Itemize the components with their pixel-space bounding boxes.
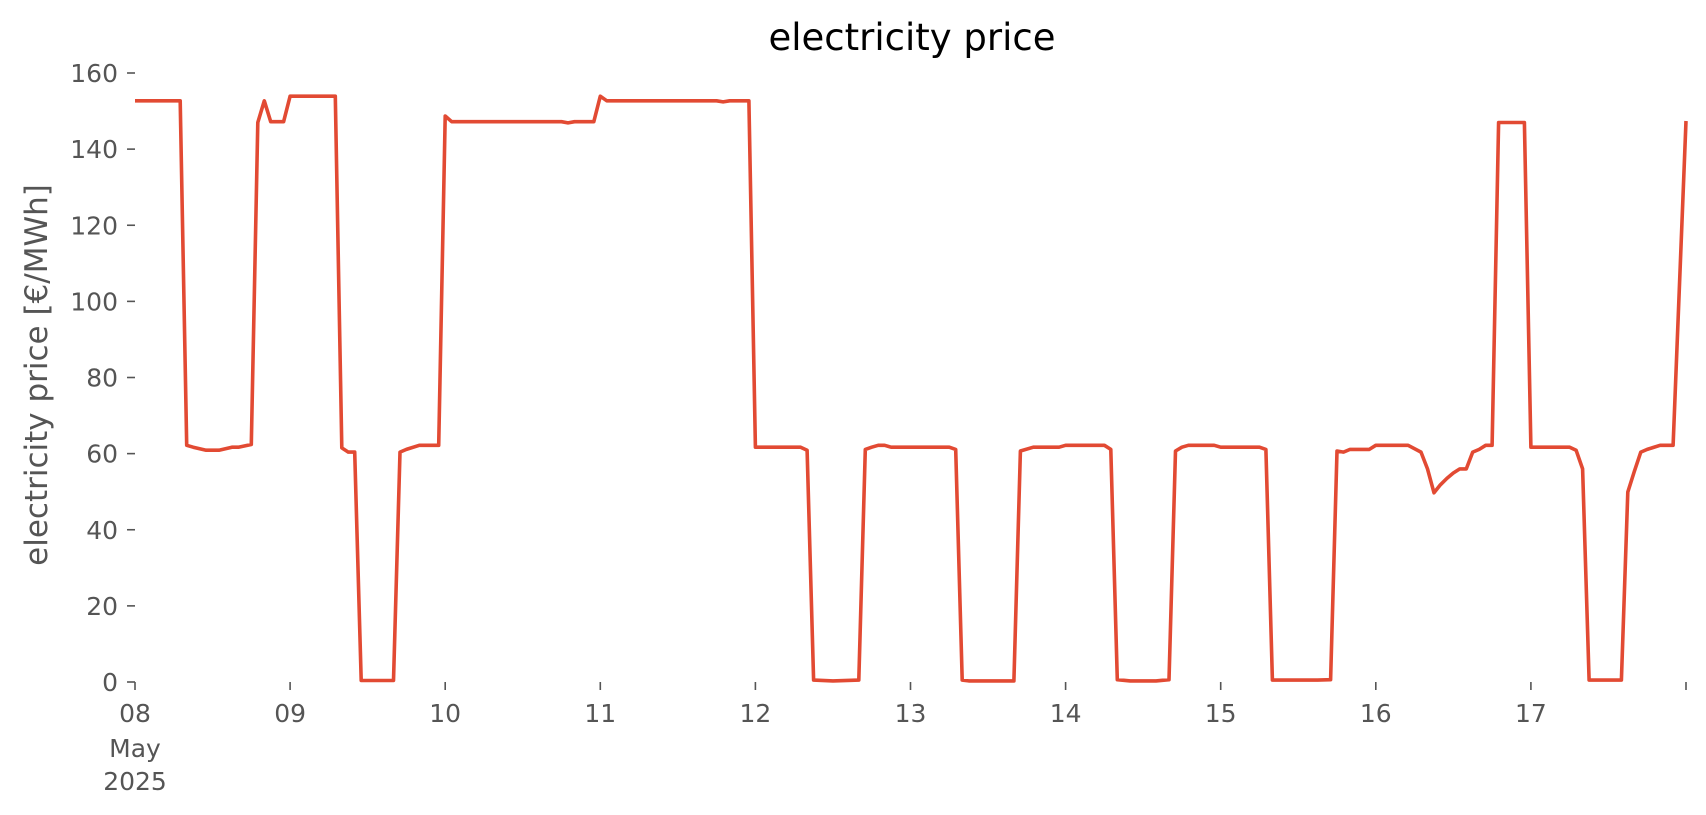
- plot-area: [135, 94, 1688, 683]
- x-tick-year-label: 2025: [103, 767, 167, 796]
- x-tick-label: 13: [895, 699, 927, 728]
- x-tick-label: 08: [119, 699, 151, 728]
- y-tick-label: 80: [86, 364, 118, 393]
- price-series-line: [135, 94, 1688, 683]
- y-tick-label: 40: [86, 516, 118, 545]
- x-tick-label: 09: [274, 699, 306, 728]
- y-tick-label: 60: [86, 440, 118, 469]
- x-tick-label: 10: [429, 699, 461, 728]
- y-axis: 0 20 40 60 80 100 120 140 160: [70, 59, 135, 697]
- y-tick-label: 140: [70, 135, 118, 164]
- x-tick-label: 12: [739, 699, 771, 728]
- x-tick-label: 15: [1205, 699, 1237, 728]
- y-tick-label: 0: [102, 668, 118, 697]
- y-tick-label: 160: [70, 59, 118, 88]
- x-tick-label: 17: [1515, 699, 1547, 728]
- y-axis-title: electricity price [€/MWh]: [19, 184, 55, 566]
- y-tick-label: 120: [70, 211, 118, 240]
- chart-title: electricity price: [768, 16, 1055, 59]
- x-axis: 08 May 2025 09 10 11 12 13 14 15 16 17: [103, 682, 1687, 796]
- x-tick-label: 11: [584, 699, 616, 728]
- x-tick-label: 14: [1050, 699, 1082, 728]
- x-tick-label: 16: [1360, 699, 1392, 728]
- y-tick-label: 20: [86, 592, 118, 621]
- y-tick-label: 100: [70, 287, 118, 316]
- x-tick-month-label: May: [109, 734, 161, 763]
